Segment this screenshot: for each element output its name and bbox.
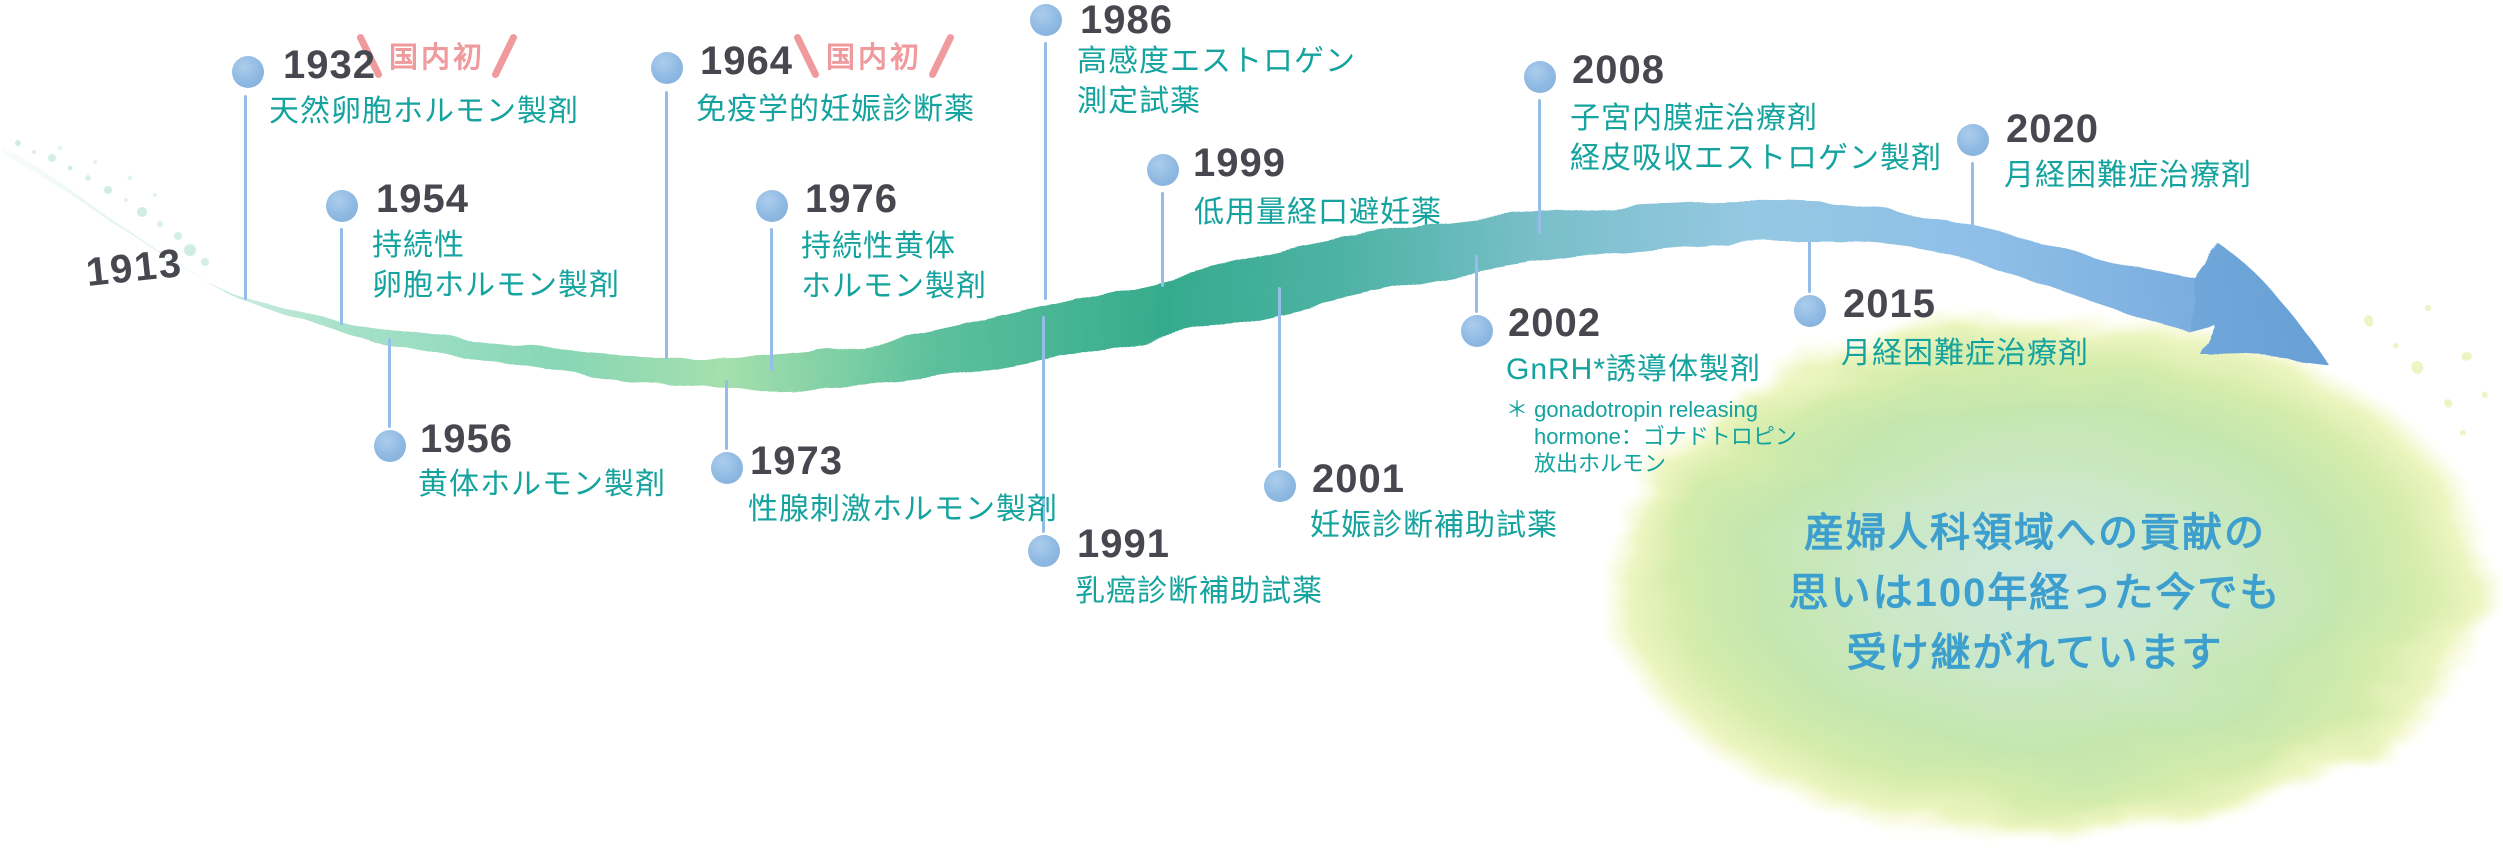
timeline-dot (1028, 535, 1060, 567)
entry-label-line: 測定試薬 (1077, 85, 1201, 118)
wave-start-speckles (15, 140, 209, 266)
timeline-dot (1794, 295, 1826, 327)
year-label: 2001 (1312, 457, 1405, 501)
timeline-dot (756, 190, 788, 222)
timeline-dot (1264, 470, 1296, 502)
entry-label-line: 黄体ホルモン製剤 (418, 468, 666, 501)
year-label: 1991 (1077, 522, 1170, 566)
entry-label-line: 月経困難症治療剤 (1841, 337, 2089, 370)
year-label: 2020 (2006, 107, 2099, 151)
connector-line (388, 338, 391, 428)
connector-line (725, 380, 728, 450)
entry-label-line: GnRH*誘導体製剤 (1506, 353, 1762, 386)
year-label: 2002 (1508, 301, 1601, 345)
entry-label-line: 子宮内膜症治療剤 (1570, 102, 1818, 135)
timeline-dot (374, 430, 406, 462)
entry-label: 乳癌診断補助試薬 (1075, 572, 1323, 612)
entry-label-line: ホルモン製剤 (801, 270, 987, 303)
badge-label: 国内初 (389, 42, 486, 74)
footnote-line: ＊ gonadotropin releasing (1506, 397, 1758, 422)
entry-label: 月経困難症治療剤 (1841, 334, 2089, 374)
connector-line (665, 91, 668, 359)
timeline-dot (1461, 315, 1493, 347)
timeline-dot (1957, 124, 1989, 156)
connector-line (1538, 99, 1541, 234)
entry-label: 持続性黄体 ホルモン製剤 (801, 227, 987, 307)
highlight-circle (1594, 312, 2498, 844)
timeline-wave-arrow (2, 146, 2327, 390)
entry-label-line: 卵胞ホルモン製剤 (372, 269, 620, 302)
highlight-message-line: 受け継がれています (1846, 631, 2224, 675)
entry-label: 妊娠診断補助試薬 (1310, 506, 1558, 546)
year-label: 1932 (283, 43, 376, 87)
connector-line (1161, 192, 1164, 287)
connector-line (1044, 42, 1047, 300)
entry-label-line: 高感度エストロゲン (1077, 45, 1356, 78)
entry-label: 天然卵胞ホルモン製剤 (269, 92, 579, 132)
entry-label-line: 低用量経口避妊薬 (1194, 196, 1442, 229)
highlight-message-line: 思いは100年経った今でも (1788, 571, 2282, 615)
year-label: 1999 (1193, 141, 1286, 185)
timeline-dot (1030, 4, 1062, 36)
badge-label: 国内初 (826, 42, 923, 74)
entry-label-line: 持続性黄体 (801, 230, 956, 263)
timeline-dot (1524, 61, 1556, 93)
connector-line (340, 228, 343, 325)
year-label: 2015 (1843, 282, 1936, 326)
entry-label-line: 月経困難症治療剤 (2004, 159, 2252, 192)
entry-label: 黄体ホルモン製剤 (418, 465, 666, 505)
connector-line (770, 228, 773, 371)
entry-label: 低用量経口避妊薬 (1194, 193, 1442, 233)
year-label: 2008 (1572, 48, 1665, 92)
timeline-dot (232, 56, 264, 88)
highlight-message-line: 産婦人科領域への貢献の (1804, 511, 2266, 555)
footnote-line: 放出ホルモン (1534, 451, 1667, 476)
entry-label: 性腺刺激ホルモン製剤 (748, 490, 1058, 530)
year-label: 1976 (805, 177, 898, 221)
timeline-dot (1147, 154, 1179, 186)
arrowhead-shade (2188, 246, 2327, 363)
connector-line (1808, 241, 1811, 293)
entry-label-line: 免疫学的妊娠診断薬 (696, 93, 975, 126)
timeline-dot (711, 452, 743, 484)
entry-label-line: 妊娠診断補助試薬 (1310, 509, 1558, 542)
entry-footnote: ＊ gonadotropin releasing hormone：ゴナドトロピン… (1506, 396, 1797, 477)
entry-label: 免疫学的妊娠診断薬 (696, 90, 975, 130)
connector-line (1278, 287, 1281, 468)
year-label: 1956 (420, 417, 513, 461)
entry-label-line: 持続性 (372, 229, 465, 262)
connector-line (1475, 255, 1478, 313)
entry-label: 高感度エストロゲン 測定試薬 (1077, 42, 1356, 122)
entry-label: 月経困難症治療剤 (2004, 156, 2252, 196)
connector-line (1042, 316, 1045, 533)
year-label: 1973 (750, 439, 843, 483)
connector-line (244, 95, 247, 300)
entry-label-line: 天然卵胞ホルモン製剤 (269, 95, 579, 128)
entry-label-line: 経皮吸収エストロゲン製剤 (1570, 142, 1942, 175)
year-label: 1986 (1080, 0, 1173, 42)
entry-label: 子宮内膜症治療剤 経皮吸収エストロゲン製剤 (1570, 99, 1942, 179)
entry-label-line: 性腺刺激ホルモン製剤 (748, 493, 1058, 526)
entry-label-line: 乳癌診断補助試薬 (1075, 575, 1323, 608)
year-label: 1964 (700, 39, 793, 83)
splatter-dots (2363, 307, 2488, 433)
timeline-dot (651, 52, 683, 84)
footnote-line: hormone：ゴナドトロピン (1534, 424, 1797, 449)
connector-line (1971, 162, 1974, 229)
entry-label: 持続性 卵胞ホルモン製剤 (372, 226, 620, 306)
domestic-first-badge-1932: 国内初 (355, 28, 519, 80)
timeline-dot (326, 190, 358, 222)
year-label: 1954 (376, 177, 469, 221)
entry-label: GnRH*誘導体製剤 (1506, 350, 1761, 390)
highlight-message: 産婦人科領域への貢献の 思いは100年経った今でも 受け継がれています (1640, 503, 2430, 683)
domestic-first-badge-1964: 国内初 (792, 28, 956, 80)
